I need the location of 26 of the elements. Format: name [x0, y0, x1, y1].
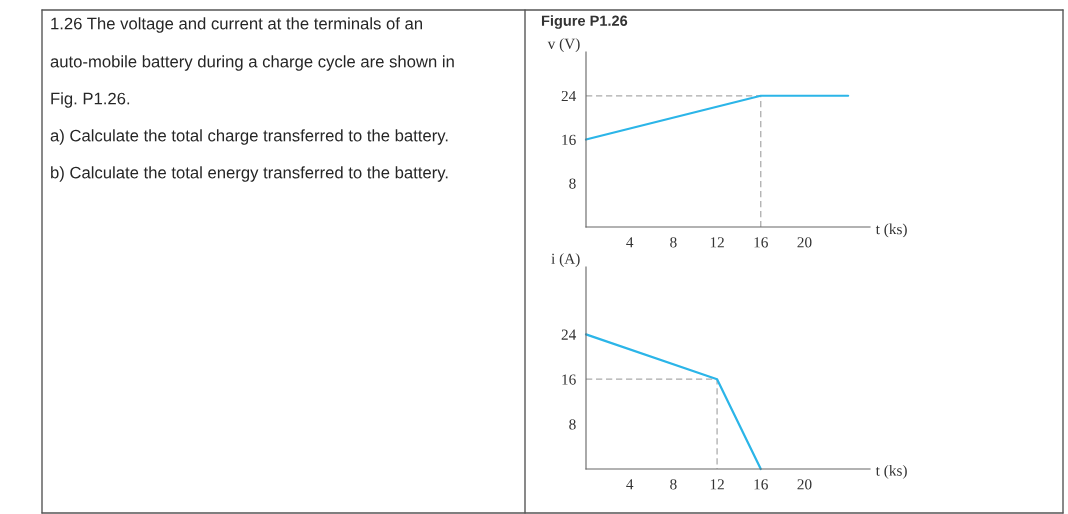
x-tick-label: 8 — [670, 479, 677, 490]
x-tick-label: 16 — [754, 479, 768, 490]
text: a) Calculate the total charge transferred to the battery. — [50, 129, 448, 145]
text: 1.26 The voltage and current at the terminals of an — [51, 17, 422, 33]
x-tick-label: 12 — [710, 237, 724, 248]
y-tick-label: 8 — [569, 419, 576, 430]
y-tick-label: 24 — [561, 329, 577, 340]
y-tick-label: 8 — [569, 178, 576, 189]
y-tick-label: 16 — [562, 134, 576, 145]
x-tick-label: 4 — [626, 237, 634, 248]
y-axis-title: v (V) — [547, 38, 580, 52]
caption: Fig. P1.26. — [51, 92, 130, 108]
y-tick-label: 24 — [561, 90, 577, 102]
x-tick-label: 20 — [797, 479, 812, 490]
x-tick-label: 20 — [797, 237, 812, 248]
text: b) Calculate the total energy transferred to the battery. — [51, 166, 448, 182]
x-tick-label: 8 — [670, 237, 677, 248]
y-tick-label: 16 — [562, 374, 576, 385]
x-tick-label: 12 — [710, 479, 724, 490]
text: auto-mobile battery during a charge cycle are shown in — [50, 55, 454, 71]
x-tick-label: 16 — [754, 237, 768, 248]
x-tick-label: 4 — [626, 479, 634, 490]
chart-title: Figure P1.26 — [541, 15, 628, 29]
x-axis-title: t (ks) — [875, 223, 907, 238]
y-axis-title: i (A) — [551, 253, 580, 267]
x-axis-title: t (ks) — [875, 464, 907, 479]
